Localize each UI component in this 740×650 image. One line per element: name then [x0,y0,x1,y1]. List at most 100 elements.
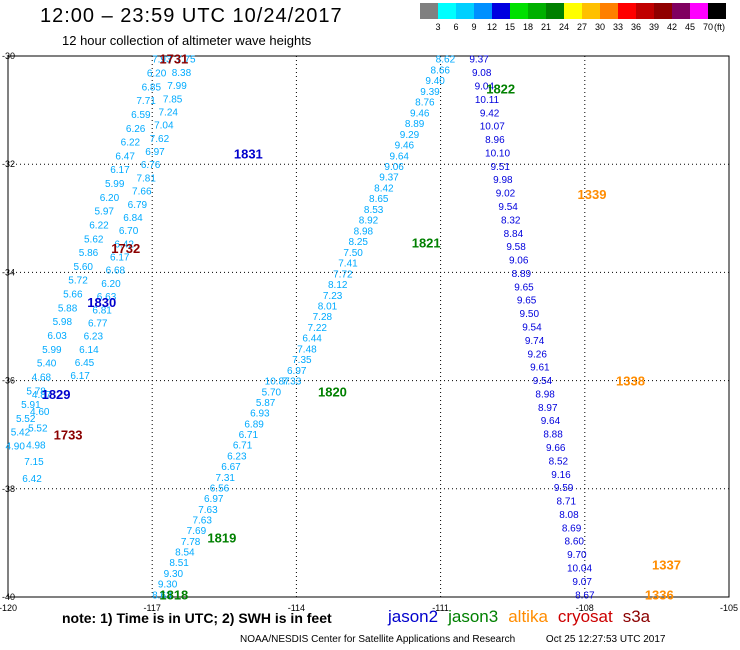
color-scale-label: 30 [594,22,606,32]
lat-tick-label: -38 [2,484,15,494]
wave-height-value: 7.48 [297,344,317,355]
wave-height-value: 8.69 [562,523,582,534]
wave-height-value: 7.04 [154,121,174,132]
wave-height-value: 9.37 [379,173,399,184]
wave-height-value: 5.42 [11,428,31,439]
page-title: 12:00 – 23:59 UTC 10/24/2017 [40,5,343,27]
wave-height-value: 6.17 [110,165,130,176]
wave-height-value: 6.93 [250,409,270,420]
wave-height-value: 10.11 [475,95,500,106]
wave-height-value: 7.75 [176,55,196,66]
wave-height-value: 8.92 [359,216,379,227]
wave-height-value: 8.98 [354,226,374,237]
wave-height-value: 5.52 [28,424,48,435]
wave-height-value: 6.84 [123,213,143,224]
wave-height-value: 6.14 [79,345,99,356]
wave-height-value: 10.87 [265,377,290,388]
wave-height-value: 8.84 [504,229,524,240]
wave-height-value: 9.46 [395,141,415,152]
wave-height-value: 6.89 [244,419,264,430]
color-swatch [438,3,456,19]
wave-height-value: 7.50 [343,248,363,259]
wave-height-value: 9.46 [410,108,430,119]
wave-height-value: 8.66 [431,65,451,76]
lat-tick-label: -36 [2,376,15,386]
wave-height-value: 7.93 [152,55,172,66]
wave-height-value: 8.65 [369,194,389,205]
wave-height-value: 8.51 [169,558,189,569]
wave-height-value: 5.86 [79,248,99,259]
wave-height-value: 9.07 [572,577,592,588]
color-swatch [672,3,690,19]
wave-height-value: 9.04 [475,81,495,92]
color-scale-label: 9 [471,22,477,32]
wave-height-value: 9.64 [541,416,561,427]
wave-height-value: 7.31 [216,473,236,484]
wave-height-value: 9.30 [158,580,178,591]
wave-height-value: 9.40 [425,76,445,87]
wave-height-value: 8.12 [328,280,348,291]
color-swatch [564,3,582,19]
color-scale-label: 36 [630,22,642,32]
wave-height-value: 9.65 [514,282,534,293]
wave-height-value: 8.89 [405,119,425,130]
lon-tick-label: -111 [432,603,449,613]
wave-height-value: 5.70 [262,387,282,398]
wave-height-value: 9.37 [469,55,489,66]
units-note: note: 1) Time is in UTC; 2) SWH is in fe… [62,610,332,626]
wave-height-value: 8.08 [559,510,579,521]
color-scale-label: 27 [576,22,588,32]
color-swatch [510,3,528,19]
wave-height-value: 6.42 [114,239,134,250]
color-scale-label: 21 [540,22,552,32]
wave-height-value: 5.52 [16,414,36,425]
wave-height-value: 6.17 [70,371,90,382]
wave-height-value: 4.60 [30,407,50,418]
wave-height-value: 9.61 [530,363,550,374]
wave-height-value: 7.63 [192,516,212,527]
wave-height-value: 8.54 [175,548,195,559]
wave-height-value: 6.42 [22,474,42,485]
wave-height-value: 7.22 [307,323,327,334]
wave-height-value: 5.60 [74,262,94,273]
wave-height-value: 7.69 [187,526,207,537]
page-subtitle: 12 hour collection of altimeter wave hei… [62,33,312,48]
wave-height-value: 4.98 [26,440,46,451]
wave-height-value: 5.78 [26,386,46,397]
pass-time-label: 1822 [486,81,515,96]
wave-height-value: 9.06 [384,162,404,173]
color-swatch [492,3,510,19]
wave-height-value: 9.08 [472,68,492,79]
color-swatch [528,3,546,19]
wave-height-value: 7.66 [132,187,152,198]
lon-tick-label: -105 [720,603,738,613]
wave-height-value: 5.62 [84,234,104,245]
pass-time-label: 1821 [412,236,441,251]
color-scale-label: 33 [612,22,624,32]
wave-height-value: 4.90 [5,442,25,453]
pass-time-label: 1732 [111,241,140,256]
pass-time-label: 1336 [645,587,674,602]
wave-height-value: 6.77 [88,318,108,329]
wave-height-value: 6.20 [101,279,121,290]
wave-height-value: 6.26 [126,124,146,135]
wave-height-value: 6.97 [145,147,165,158]
color-swatch [600,3,618,19]
wave-height-value: 9.02 [496,189,516,200]
wave-height-value: 7.35 [292,355,312,366]
pass-time-label: 1819 [207,530,236,545]
wave-height-value: 5.99 [105,179,125,190]
wave-height-value: 6.59 [131,110,151,121]
wave-height-value: 6.20 [147,69,167,80]
wave-height-value: 9.06 [509,256,529,267]
wave-height-value: 9.29 [400,130,420,141]
wave-height-value: 6.23 [84,332,104,343]
wave-height-value: 7.15 [24,457,44,468]
pass-time-label: 1820 [318,384,347,399]
wave-height-value: 5.72 [68,276,88,287]
lon-tick-label: -108 [576,603,594,613]
wave-height-value: 8.32 [501,215,521,226]
pass-time-label: 1829 [42,387,71,402]
wave-height-value: 8.53 [364,205,384,216]
wave-height-value: 6.81 [92,305,112,316]
